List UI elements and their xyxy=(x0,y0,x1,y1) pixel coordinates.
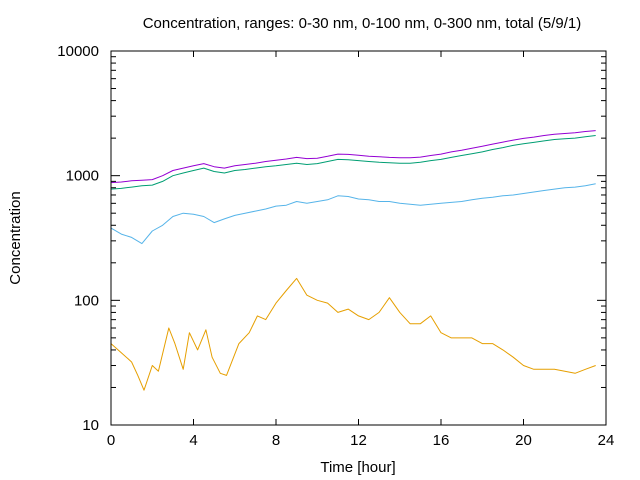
x-axis-label: Time [hour] xyxy=(320,459,395,476)
x-tick-label: 24 xyxy=(598,432,615,449)
y-tick-label: 1000 xyxy=(66,168,99,185)
x-tick-label: 4 xyxy=(189,432,197,449)
y-tick-label: 10 xyxy=(82,417,99,434)
x-tick-label: 16 xyxy=(433,432,450,449)
series-line-2 xyxy=(110,183,596,245)
y-tick-label: 100 xyxy=(74,292,99,309)
plot-frame xyxy=(110,50,607,426)
x-tick-label: 8 xyxy=(272,432,280,449)
chart-title: Concentration, ranges: 0-30 nm, 0-100 nm… xyxy=(143,15,582,32)
x-tick-label: 0 xyxy=(107,432,115,449)
series-layer xyxy=(110,130,596,391)
series-line-1 xyxy=(110,277,596,391)
ticks-layer: 0 4 8 12 16 20 24 10 100 1000 10000 xyxy=(57,43,614,449)
series-line-4 xyxy=(110,130,596,184)
x-tick-label: 20 xyxy=(515,432,532,449)
y-axis-label: Concentration xyxy=(7,191,24,284)
y-tick-label: 10000 xyxy=(57,43,99,60)
x-tick-label: 12 xyxy=(350,432,367,449)
series-line-3 xyxy=(110,135,596,190)
